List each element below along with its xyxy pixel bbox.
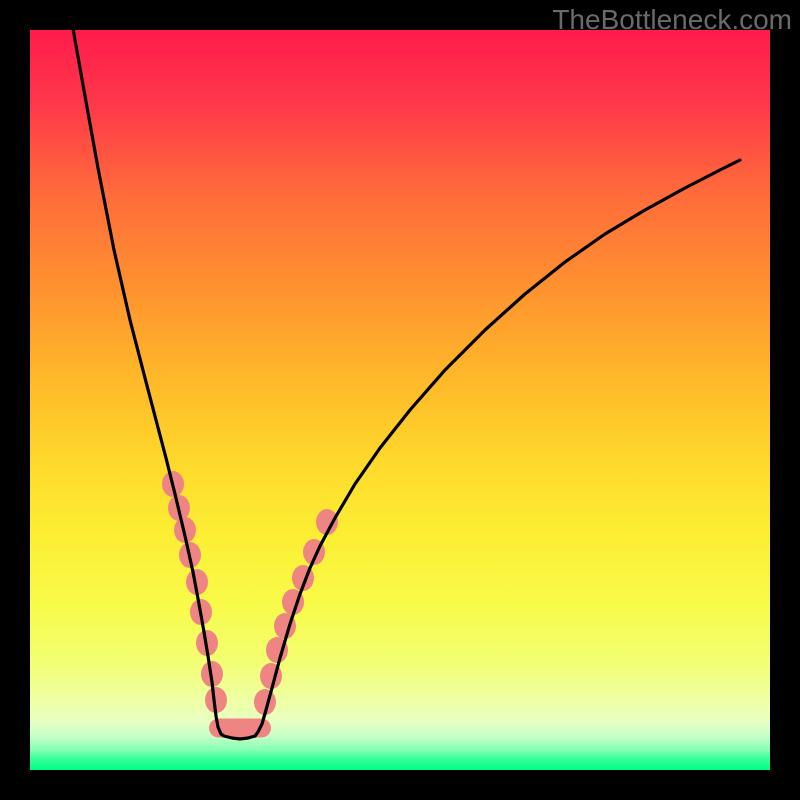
gradient-background [30, 30, 770, 770]
chart-svg [30, 30, 770, 770]
plot-area [30, 30, 770, 770]
watermark-text: TheBottleneck.com [552, 4, 792, 36]
